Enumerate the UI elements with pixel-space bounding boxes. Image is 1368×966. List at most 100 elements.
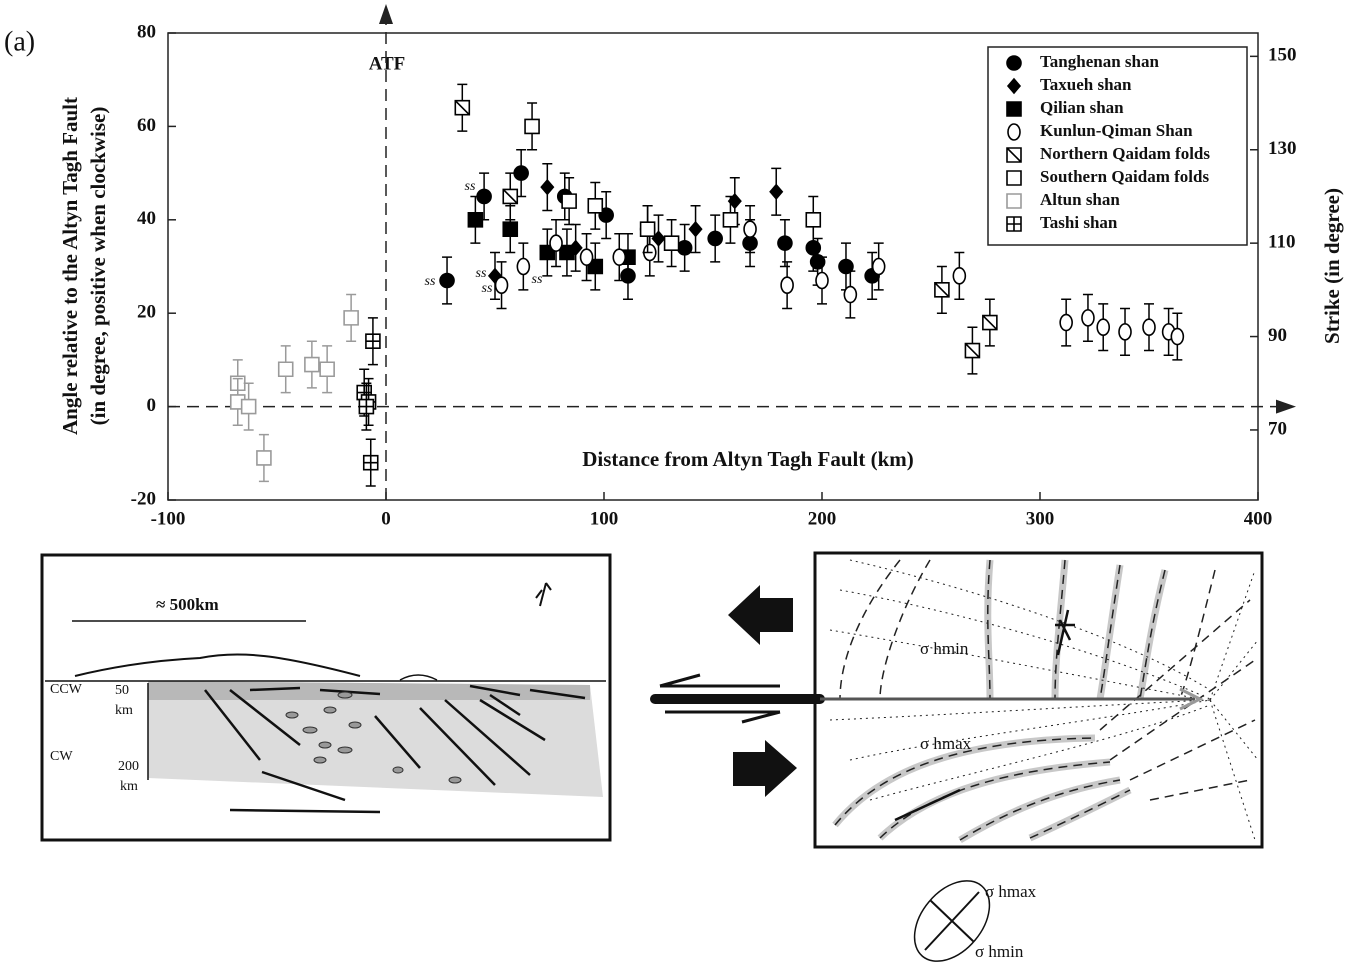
marker <box>256 450 272 466</box>
depth-label: 200 <box>118 759 139 774</box>
legend-label: Tanghenan shan <box>1040 52 1159 71</box>
marker <box>612 248 627 266</box>
stress-indicator <box>1055 609 1075 656</box>
marker <box>688 220 703 238</box>
panel-label: (a) <box>4 26 35 57</box>
y2-tick-label: 150 <box>1268 45 1297 66</box>
legend-marker <box>1006 193 1022 209</box>
x-axis-label: Distance from Altyn Tagh Fault (km) <box>582 447 914 471</box>
melt-lenses <box>285 691 462 784</box>
upper-crust <box>148 681 590 700</box>
y2-tick-label: 90 <box>1268 325 1287 346</box>
x-tick-label: 300 <box>1026 508 1055 529</box>
marker <box>343 310 359 326</box>
marker <box>516 257 531 276</box>
legend-label: Southern Qaidam folds <box>1040 167 1209 186</box>
marker <box>838 258 854 275</box>
key-sigma-min: σ hmin <box>975 942 1024 961</box>
y-axis-label-line: Angle relative to the Altyn Tagh Fault <box>58 97 82 435</box>
marker <box>587 197 604 214</box>
marker <box>1170 327 1185 346</box>
sigma-max-label: σ hmax <box>920 734 972 753</box>
annotation: ss <box>425 274 436 289</box>
legend-label: Tashi shan <box>1040 213 1118 232</box>
marker <box>1096 318 1111 337</box>
x-tick-label: 400 <box>1244 508 1273 529</box>
x-tick-label: 200 <box>808 508 837 529</box>
stress-key <box>913 880 991 962</box>
scale-label: ≈ 500km <box>156 595 219 614</box>
marker <box>304 356 320 373</box>
marker <box>805 212 822 228</box>
arrow-head <box>379 4 393 24</box>
marker <box>707 230 723 247</box>
y2-axis-label: Strike (in degree) <box>1320 188 1344 344</box>
marker <box>358 398 375 415</box>
marker <box>934 282 950 298</box>
topography <box>399 674 438 681</box>
marker <box>777 235 793 251</box>
marker <box>1118 323 1132 341</box>
marker <box>454 99 471 116</box>
fault-label: ATF <box>369 53 406 74</box>
marker <box>561 193 577 209</box>
arrow-head <box>1276 399 1296 414</box>
topography <box>74 653 361 677</box>
stress-frame <box>813 551 1264 849</box>
marker <box>743 220 757 238</box>
marker <box>502 221 519 237</box>
plot-frame <box>167 32 1259 501</box>
legend-marker <box>1006 170 1022 186</box>
marker <box>639 221 656 237</box>
legend-label: Qilian shan <box>1040 98 1124 117</box>
marker <box>549 234 563 252</box>
shear-arrows <box>650 585 825 797</box>
marker <box>769 183 784 201</box>
marker <box>365 333 381 350</box>
stress-field <box>813 551 1264 849</box>
y2-tick-label: 70 <box>1268 418 1287 439</box>
orthogonal-trajectories <box>829 559 1259 841</box>
legend-marker <box>1006 216 1022 232</box>
marker <box>982 314 998 331</box>
y-tick-label: -20 <box>131 488 156 509</box>
arrow <box>728 585 793 645</box>
ccw-label: CCW <box>50 682 83 697</box>
x-tick-label: -100 <box>151 508 186 529</box>
marker <box>362 454 379 471</box>
stress-axes <box>924 891 980 951</box>
cross-section-frame <box>40 553 612 842</box>
y-tick-label: 20 <box>137 302 156 323</box>
lithosphere <box>148 681 603 797</box>
x-tick-label: 100 <box>590 508 619 529</box>
legend-label: Kunlun-Qiman Shan <box>1040 121 1193 140</box>
shear-sense <box>659 673 781 724</box>
marker <box>871 257 886 276</box>
arrow <box>733 740 797 797</box>
marker <box>676 240 693 256</box>
annotation: ss <box>465 179 476 194</box>
series <box>356 317 381 487</box>
y-tick-label: 40 <box>137 208 156 229</box>
legend-label: Altun shan <box>1040 190 1120 209</box>
series <box>454 83 998 375</box>
marker <box>780 276 794 294</box>
trajectories <box>834 559 1256 841</box>
marker <box>587 258 604 275</box>
marker <box>663 235 680 251</box>
annotation: ss <box>476 266 487 281</box>
legend-box <box>987 46 1248 246</box>
series <box>524 102 822 268</box>
y-tick-label: 80 <box>137 21 156 42</box>
depth-label: 50 <box>115 683 129 698</box>
marker <box>722 212 739 228</box>
marker <box>277 361 294 378</box>
annotation: ss <box>482 281 493 296</box>
cw-label: CW <box>50 749 73 764</box>
stress-indicator <box>894 788 961 822</box>
sigma-min-label: σ hmin <box>920 639 969 658</box>
y-tick-label: 0 <box>147 395 157 416</box>
marker <box>1081 309 1095 327</box>
marker <box>502 188 519 205</box>
legend-label: Northern Qaidam folds <box>1040 144 1210 163</box>
